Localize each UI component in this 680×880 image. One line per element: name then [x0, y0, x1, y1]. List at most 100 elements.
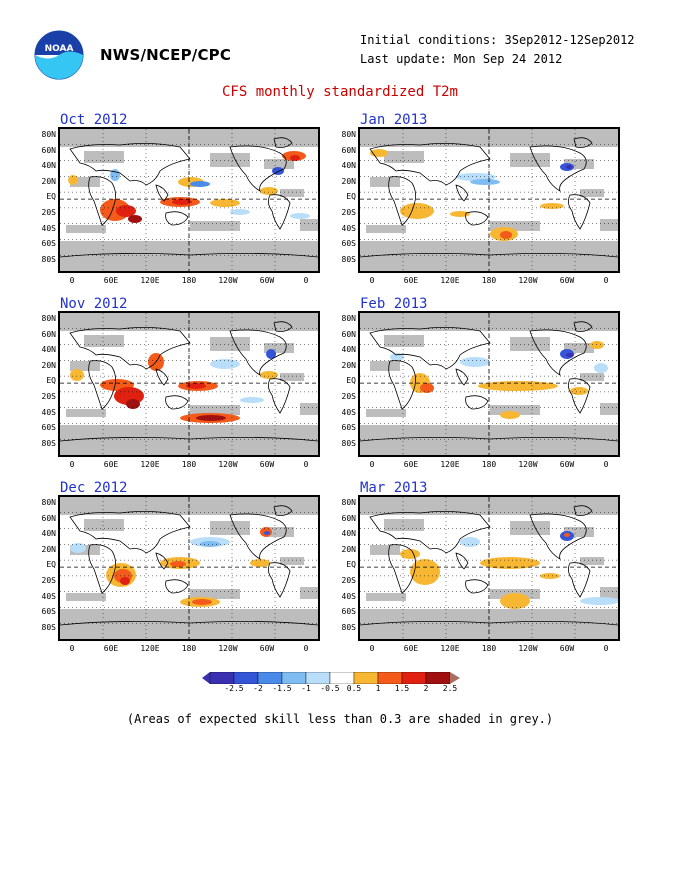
anomaly-area — [490, 385, 530, 391]
longitude-label: 120W — [218, 460, 238, 469]
longitude-label: 120W — [218, 276, 238, 285]
panel-title-mar-2013: Mar 2013 — [360, 480, 428, 496]
low-skill-area — [264, 159, 294, 169]
low-skill-area — [300, 587, 318, 599]
anomaly-area — [250, 559, 270, 567]
coastline — [369, 327, 491, 370]
panel-title-jan-2013: Jan 2013 — [360, 112, 428, 128]
coastline — [88, 176, 116, 226]
low-skill-area — [280, 373, 304, 381]
anomaly-area — [460, 537, 480, 547]
low-skill-area — [66, 409, 106, 417]
colorbar-right-arrow — [450, 672, 460, 684]
low-skill-area — [190, 405, 240, 415]
low-skill-area — [66, 593, 106, 601]
low-skill-area — [84, 335, 124, 347]
low-skill-area — [384, 151, 424, 163]
logo-text: NOAA — [45, 44, 74, 54]
low-skill-area — [264, 527, 294, 537]
colorbar-segment — [329, 672, 355, 684]
latitude-label: 40N — [41, 529, 56, 539]
colorbar-tick-label: -1 — [301, 684, 311, 693]
coastline — [268, 194, 291, 230]
anomaly-area — [490, 561, 530, 567]
anomaly-area — [170, 561, 186, 567]
latitude-label: 40S — [341, 407, 356, 417]
longitude-label: 60E — [103, 460, 119, 469]
anomaly-area — [266, 349, 276, 359]
latitude-label: 80S — [41, 254, 56, 264]
anomaly-area — [70, 369, 84, 381]
latitude-label: 60S — [341, 607, 356, 617]
latitude-label: 60N — [341, 145, 356, 155]
low-skill-area — [300, 219, 318, 231]
colorbar-segment — [233, 672, 259, 684]
coastline — [388, 176, 416, 226]
latitude-label: 60N — [41, 329, 56, 339]
panel-title-dec-2012: Dec 2012 — [60, 480, 128, 496]
map-canvas — [360, 497, 618, 639]
map-panel-nov-2012 — [58, 311, 320, 457]
low-skill-area — [510, 521, 550, 535]
map-panel-dec-2012 — [58, 495, 320, 641]
anomaly-area — [564, 533, 570, 537]
low-skill-area — [490, 405, 540, 415]
anomaly-area — [566, 353, 574, 357]
latitude-label: 80N — [41, 130, 56, 139]
colorbar-tick-label: 2 — [423, 684, 429, 693]
latitude-label: 40N — [341, 161, 356, 171]
longitude-label: 0 — [69, 460, 75, 469]
low-skill-area — [580, 557, 604, 565]
coastline — [369, 143, 491, 186]
map-canvas — [360, 313, 618, 455]
low-skill-area — [70, 361, 100, 371]
panel-title-oct-2012: Oct 2012 — [60, 112, 128, 128]
longitude-label: 60W — [259, 276, 275, 285]
low-skill-area — [600, 403, 618, 415]
low-skill-area — [370, 361, 400, 371]
longitude-label: 0 — [603, 276, 609, 285]
coastline — [60, 621, 318, 626]
anomaly-area — [210, 359, 240, 369]
latitude-label: 80N — [41, 498, 56, 507]
latitude-label: 20N — [41, 360, 56, 370]
latitude-label: 20S — [41, 576, 56, 585]
latitude-label: 20N — [41, 544, 56, 554]
low-skill-area — [564, 527, 594, 537]
anomaly-area — [196, 415, 226, 421]
noaa-logo: NOAA — [34, 30, 84, 80]
latitude-label: 20S — [341, 392, 356, 401]
coastline — [88, 544, 116, 594]
latitude-label: EQ — [346, 560, 356, 570]
anomaly-area — [264, 531, 270, 535]
latitude-label: 20S — [41, 208, 56, 217]
coastline — [360, 621, 618, 626]
anomaly-area — [460, 357, 490, 367]
longitude-label: 60E — [103, 276, 119, 285]
anomaly-area — [186, 383, 206, 389]
coastline — [69, 143, 191, 186]
colorbar-tick-label: -2.5 — [224, 684, 244, 693]
coastline — [465, 211, 489, 226]
coastline — [465, 579, 489, 594]
anomaly-area — [70, 543, 86, 553]
longitude-label: 0 — [603, 460, 609, 469]
map-canvas — [60, 313, 318, 455]
low-skill-area — [190, 221, 240, 231]
organization-name: NWS/NCEP/CPC — [100, 46, 232, 64]
low-skill-area — [564, 159, 594, 169]
coastline — [465, 395, 489, 410]
coastline — [155, 184, 169, 202]
low-skill-area — [210, 153, 250, 167]
longitude-label: 120W — [218, 644, 238, 653]
latitude-label: 20N — [41, 176, 56, 186]
anomaly-area — [128, 215, 142, 223]
anomaly-area — [500, 411, 520, 419]
anomaly-area — [192, 599, 212, 605]
colorbar-segment — [281, 672, 307, 684]
longitude-label: 0 — [303, 276, 309, 285]
colorbar-tick-label: -2 — [253, 684, 263, 693]
latitude-label: 80N — [341, 498, 356, 507]
coastline — [268, 378, 291, 414]
latitude-label: 40S — [41, 591, 56, 601]
